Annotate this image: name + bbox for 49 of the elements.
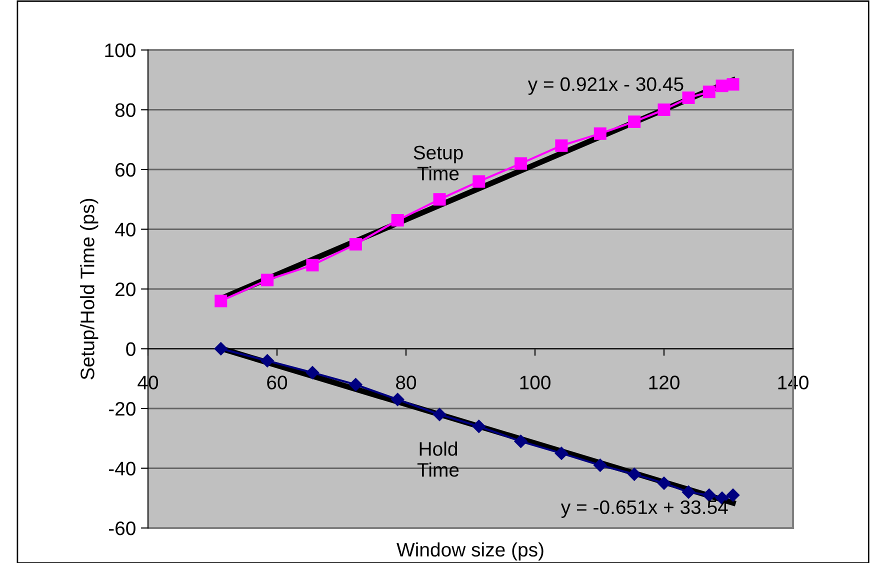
point bbox=[214, 294, 228, 308]
point bbox=[628, 115, 641, 128]
x-tick-label: 100 bbox=[520, 376, 550, 390]
y-tick-label: 100 bbox=[105, 43, 136, 58]
point bbox=[349, 378, 362, 392]
x-tick-label: 60 bbox=[267, 376, 288, 390]
point bbox=[682, 486, 696, 499]
x-axis-title: Window size (ps) bbox=[396, 542, 544, 560]
y-tick-label: -40 bbox=[108, 462, 136, 476]
point bbox=[433, 193, 446, 206]
point bbox=[514, 157, 528, 170]
y-tick-label: 60 bbox=[116, 162, 136, 177]
point bbox=[306, 366, 320, 380]
point bbox=[594, 458, 607, 472]
point bbox=[472, 420, 486, 434]
point bbox=[306, 258, 319, 272]
annotation: Setup Time bbox=[414, 146, 463, 180]
y-tick-label: 40 bbox=[115, 222, 136, 236]
annotation: y = -0.651x + 33.54 bbox=[560, 500, 728, 518]
point bbox=[628, 468, 641, 481]
point bbox=[261, 274, 274, 286]
point bbox=[726, 488, 740, 502]
point bbox=[514, 434, 528, 448]
y-tick-label: 0 bbox=[126, 342, 136, 356]
point bbox=[391, 392, 404, 406]
point bbox=[555, 139, 568, 152]
point bbox=[349, 238, 362, 250]
point bbox=[702, 86, 716, 98]
point bbox=[658, 104, 670, 116]
point bbox=[726, 78, 740, 91]
x-tick-label: 120 bbox=[649, 376, 680, 390]
point bbox=[391, 214, 404, 227]
annotation: y = 0.921x - 30.45 bbox=[528, 77, 684, 95]
y-axis-title: Setup/Hold Time (ps) bbox=[80, 198, 98, 380]
y-tick-label: 20 bbox=[116, 282, 136, 296]
x-tick-label: 80 bbox=[396, 376, 416, 390]
point bbox=[214, 342, 228, 356]
annotation: Hold Time bbox=[417, 442, 459, 477]
point bbox=[472, 175, 486, 188]
y-tick-label: 80 bbox=[115, 103, 136, 117]
y-tick-label: -60 bbox=[108, 521, 136, 536]
point bbox=[432, 408, 446, 422]
point bbox=[260, 354, 274, 368]
point bbox=[716, 80, 728, 92]
point bbox=[594, 127, 606, 140]
y-tick-label: -20 bbox=[108, 402, 136, 416]
point bbox=[554, 446, 568, 460]
point bbox=[657, 476, 671, 490]
point bbox=[682, 92, 695, 104]
